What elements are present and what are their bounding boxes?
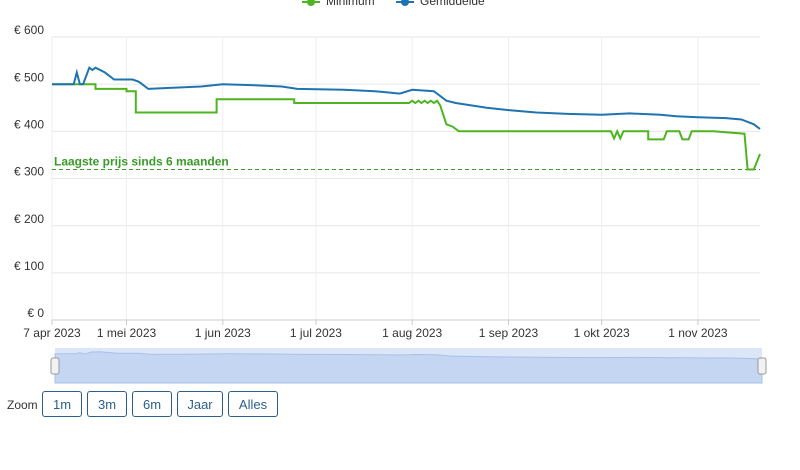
series-line [52, 83, 761, 171]
zoom-button[interactable]: Jaar [177, 391, 223, 417]
y-tick-label: € 100 [14, 259, 44, 273]
zoom-button[interactable]: 6m [132, 391, 172, 417]
x-tick-label: 1 mei 2023 [97, 326, 157, 340]
y-tick-label: € 300 [14, 165, 44, 179]
navigator-area [54, 351, 763, 384]
x-tick-label: 1 aug 2023 [382, 326, 442, 340]
chart: € 0 € 100 € 200 € 300 € 400 € 500 € 600 7 apr 2… [14, 0, 767, 384]
y-tick-label: € 200 [14, 212, 44, 226]
legend-label: Gemiddelde [420, 0, 485, 8]
y-tick-label: € 600 [14, 23, 44, 37]
zoom-button[interactable]: 1m [42, 391, 82, 417]
annotation-label: Laagste prijs sinds 6 maanden [54, 155, 229, 169]
x-tick-label: 1 nov 2023 [668, 326, 728, 340]
legend-marker [401, 0, 409, 6]
y-tick-label: € 0 [27, 306, 44, 320]
legend-marker [307, 0, 315, 6]
zoom-button[interactable]: Alles [228, 391, 278, 417]
legend-label: Minimum [326, 0, 375, 8]
x-tick-label: 1 jun 2023 [195, 326, 251, 340]
y-tick-label: € 400 [14, 118, 44, 132]
x-tick-label: 7 apr 2023 [23, 326, 81, 340]
x-tick-label: 1 okt 2023 [574, 326, 630, 340]
navigator-handle [757, 357, 767, 375]
y-tick-label: € 500 [14, 70, 44, 84]
zoom-button[interactable]: 3m [87, 391, 127, 417]
zoom-label: Zoom [7, 398, 38, 412]
navigator-handle [50, 357, 60, 375]
x-tick-label: 1 sep 2023 [479, 326, 539, 340]
series-line [52, 66, 761, 130]
x-tick-label: 1 jul 2023 [290, 326, 342, 340]
